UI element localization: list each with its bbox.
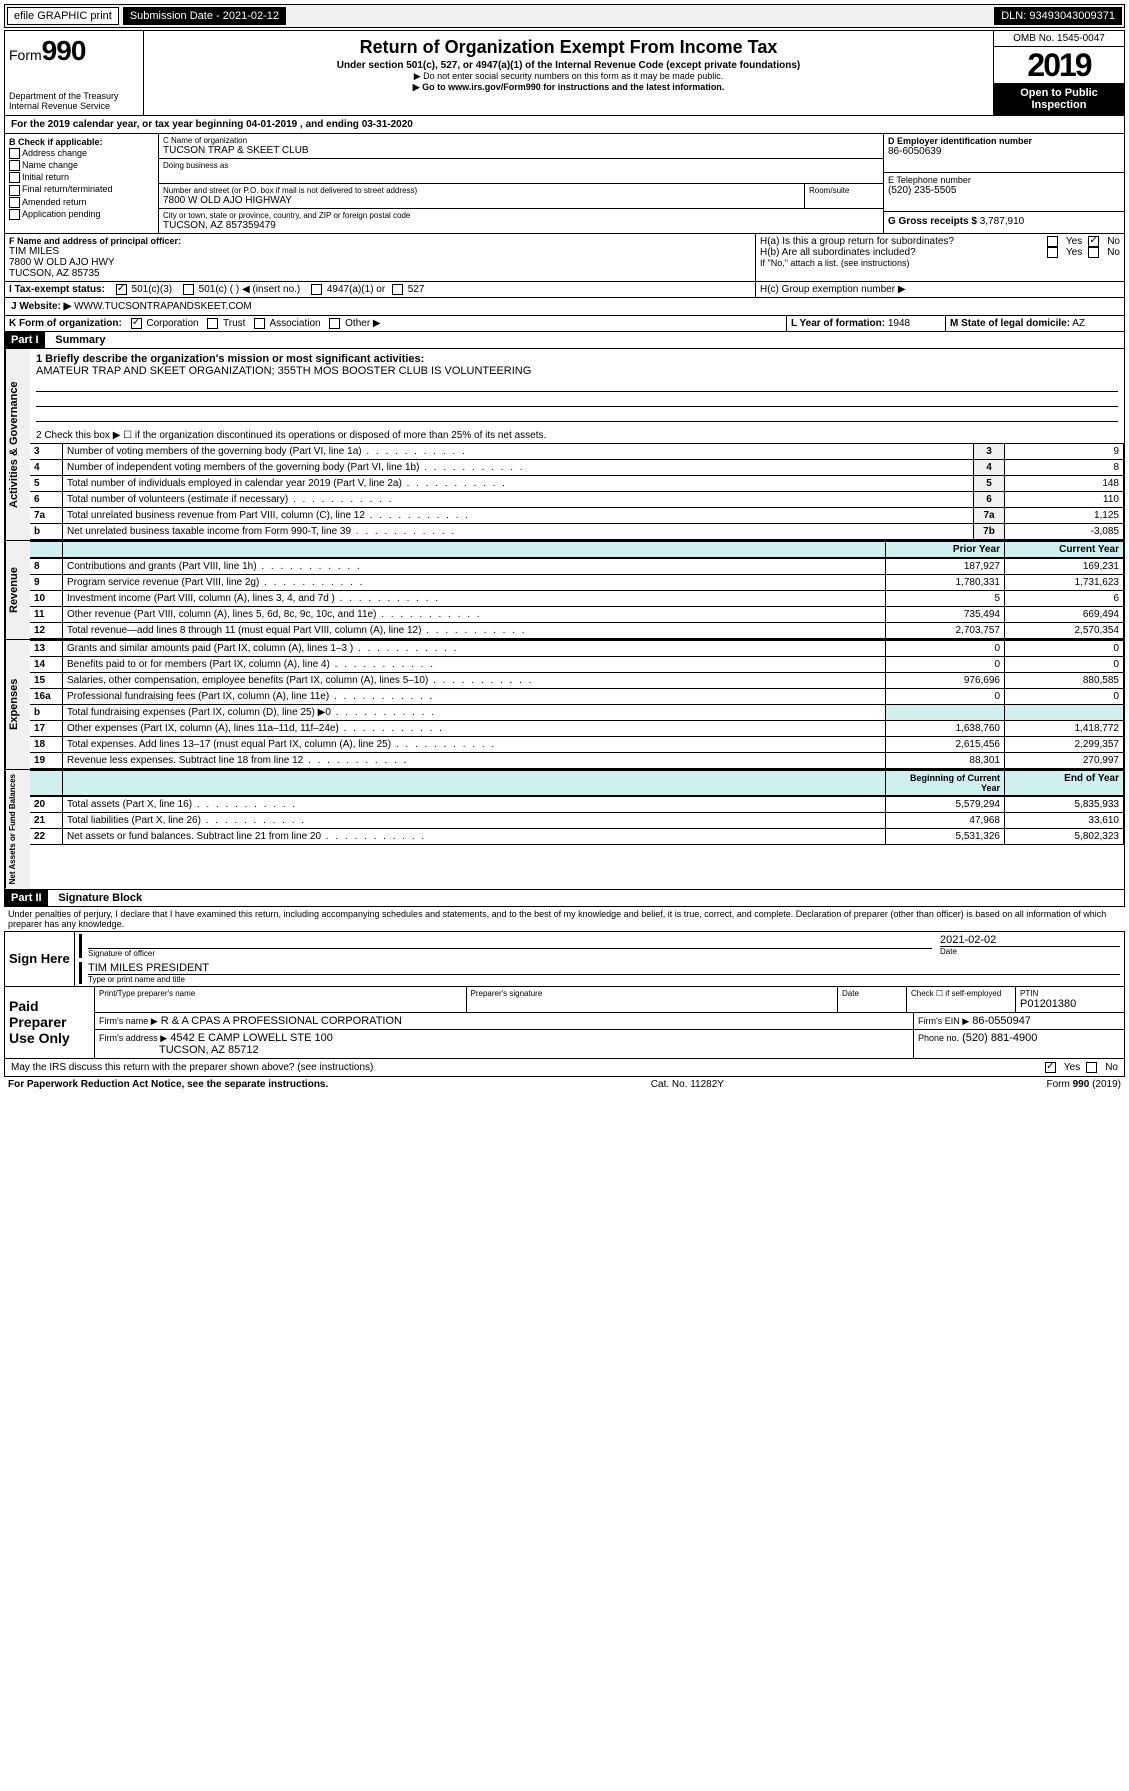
sig-date: 2021-02-02: [940, 934, 1120, 946]
officer-addr2: TUCSON, AZ 85735: [9, 268, 751, 279]
firm-addr2: TUCSON, AZ 85712: [99, 1044, 909, 1056]
efile-button[interactable]: efile GRAPHIC print: [7, 7, 119, 25]
officer-name: TIM MILES: [9, 246, 751, 257]
line-a-period: For the 2019 calendar year, or tax year …: [4, 116, 1125, 134]
ptin: P01201380: [1020, 998, 1120, 1010]
website[interactable]: WWW.TUCSONTRAPANDSKEET.COM: [74, 301, 252, 312]
paperwork-notice: For Paperwork Reduction Act Notice, see …: [8, 1079, 328, 1090]
dln: DLN: 93493043009371: [994, 7, 1122, 25]
dba-label: Doing business as: [163, 161, 879, 170]
typed-name: TIM MILES PRESIDENT: [88, 962, 1120, 974]
firm-addr1: 4542 E CAMP LOWELL STE 100: [170, 1032, 333, 1044]
sign-here-label: Sign Here: [5, 932, 75, 986]
perjury-declaration: Under penalties of perjury, I declare th…: [4, 907, 1125, 931]
form-subtitle: Under section 501(c), 527, or 4947(a)(1)…: [148, 60, 989, 71]
hb-label: H(b) Are all subordinates included?: [760, 247, 916, 258]
goto-link[interactable]: ▶ Go to www.irs.gov/Form990 for instruct…: [148, 82, 989, 93]
firm-ein: 86-0550947: [972, 1015, 1031, 1027]
cat-no: Cat. No. 11282Y: [651, 1079, 724, 1090]
paid-preparer-label: Paid Preparer Use Only: [5, 987, 95, 1058]
side-revenue: Revenue: [5, 541, 30, 639]
discuss-question: May the IRS discuss this return with the…: [11, 1062, 373, 1073]
org-name: TUCSON TRAP & SKEET CLUB: [163, 145, 879, 156]
ha-label: H(a) Is this a group return for subordin…: [760, 236, 954, 247]
part2-title: Signature Block: [58, 892, 142, 904]
gross-receipts: 3,787,910: [980, 216, 1025, 227]
treasury-label: Department of the Treasury Internal Reve…: [9, 91, 139, 111]
part1-title: Summary: [55, 334, 105, 346]
hc-label: H(c) Group exemption number ▶: [756, 282, 1124, 297]
org-address: 7800 W OLD AJO HIGHWAY: [163, 195, 800, 206]
form-title: Return of Organization Exempt From Incom…: [148, 37, 989, 58]
year-formation: 1948: [888, 318, 910, 329]
omb-number: OMB No. 1545-0047: [994, 31, 1124, 47]
form-header: Form990 Department of the Treasury Inter…: [4, 30, 1125, 116]
form-footer: Form 990 (2019): [1047, 1079, 1121, 1090]
side-activities: Activities & Governance: [5, 349, 30, 540]
phone: (520) 235-5505: [888, 185, 1120, 196]
form-number: Form990: [9, 35, 139, 67]
box-b: B Check if applicable: Address change Na…: [5, 134, 159, 233]
org-name-label: C Name of organization: [163, 136, 879, 145]
part2-header: Part II: [5, 890, 48, 906]
firm-name: R & A CPAS A PROFESSIONAL CORPORATION: [161, 1015, 402, 1027]
org-city: TUCSON, AZ 857359479: [163, 220, 879, 231]
side-netassets: Net Assets or Fund Balances: [5, 770, 30, 888]
tax-year: 2019: [994, 47, 1124, 83]
firm-phone: (520) 881-4900: [962, 1032, 1037, 1044]
mission-text: AMATEUR TRAP AND SKEET ORGANIZATION; 355…: [36, 365, 1118, 377]
side-expenses: Expenses: [5, 640, 30, 769]
open-inspection: Open to Public Inspection: [994, 83, 1124, 115]
part1-header: Part I: [5, 332, 45, 348]
state-domicile: AZ: [1072, 318, 1085, 329]
ein: 86-6050639: [888, 146, 1120, 157]
officer-addr1: 7800 W OLD AJO HWY: [9, 257, 751, 268]
submission-date: Submission Date - 2021-02-12: [123, 7, 286, 25]
top-bar: efile GRAPHIC print Submission Date - 20…: [4, 4, 1125, 28]
ssn-warning: ▶ Do not enter social security numbers o…: [148, 71, 989, 82]
line2-checkbox[interactable]: 2 Check this box ▶ ☐ if the organization…: [30, 428, 1124, 443]
